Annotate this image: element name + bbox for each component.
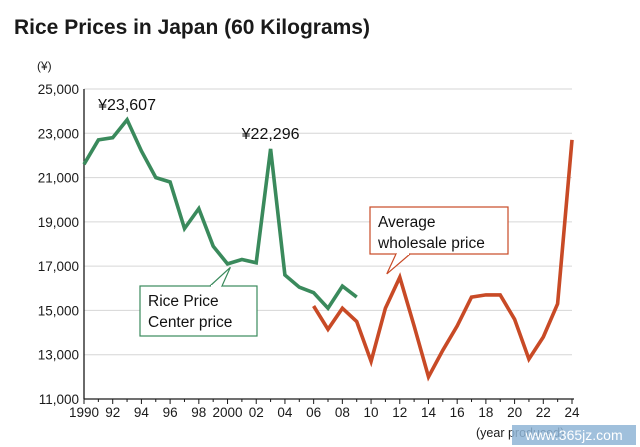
x-tick-label: 20 bbox=[507, 405, 522, 420]
x-tick-label: 12 bbox=[392, 405, 407, 420]
callout-pointer bbox=[209, 266, 231, 287]
callout-box bbox=[139, 285, 258, 337]
y-unit-label: (¥) bbox=[37, 59, 52, 73]
x-tick-label: 04 bbox=[277, 405, 293, 420]
x-tick-label: 92 bbox=[105, 405, 120, 420]
callout-box bbox=[369, 206, 509, 255]
y-tick-label: 11,000 bbox=[39, 392, 79, 407]
x-tick-label: 2000 bbox=[213, 405, 243, 420]
x-tick-label: 14 bbox=[421, 405, 437, 420]
peak-value-label: ¥22,296 bbox=[241, 126, 300, 143]
x-tick-label: 06 bbox=[306, 405, 321, 420]
callout-text-line: Rice Price bbox=[148, 293, 219, 310]
x-tick-label: 08 bbox=[335, 405, 350, 420]
axes: 11,000 13,000 15,000 17,000 19,000 21,000 23,0… bbox=[37, 59, 580, 440]
callout-pointer bbox=[386, 253, 411, 275]
callout-text-line: Center price bbox=[148, 314, 232, 331]
peak-value-label: ¥23,607 bbox=[97, 97, 156, 114]
y-tick-label: 23,000 bbox=[38, 126, 79, 141]
x-tick-label: 94 bbox=[134, 405, 150, 420]
x-tick-label: 18 bbox=[478, 405, 493, 420]
x-tick-label: 1990 bbox=[69, 405, 99, 420]
x-tick-label: 24 bbox=[564, 405, 580, 420]
labels: ¥23,607 ¥22,296 Rice Price Center price Aver… bbox=[97, 97, 636, 445]
legend-callout-wholesale-price: Average wholesale price bbox=[369, 206, 509, 275]
chart-title: Rice Prices in Japan (60 Kilograms) bbox=[14, 16, 370, 39]
y-tick-label: 21,000 bbox=[38, 171, 79, 186]
watermark-background bbox=[512, 425, 636, 445]
y-tick-label: 13,000 bbox=[38, 348, 79, 363]
series-line-wholesale-price bbox=[312, 139, 574, 382]
callout-text-line: wholesale price bbox=[377, 235, 485, 252]
series-line-center-price bbox=[82, 116, 358, 312]
x-tick-label: 96 bbox=[163, 405, 178, 420]
series-lines bbox=[82, 116, 574, 382]
callout-text-line: Average bbox=[378, 214, 435, 231]
legend-callout-center-price: Rice Price Center price bbox=[139, 266, 258, 337]
x-tick-label: 16 bbox=[450, 405, 465, 420]
y-tick-label: 15,000 bbox=[38, 303, 79, 318]
y-tick-label: 19,000 bbox=[38, 215, 79, 230]
x-tick-label: 10 bbox=[364, 405, 379, 420]
x-tick-label: 02 bbox=[249, 405, 264, 420]
x-tick-label: 22 bbox=[536, 405, 551, 420]
y-tick-label: 25,000 bbox=[38, 82, 79, 97]
y-tick-label: 17,000 bbox=[38, 259, 79, 274]
x-tick-label: 98 bbox=[191, 405, 206, 420]
watermark-text: www.365jz.com bbox=[524, 427, 622, 443]
